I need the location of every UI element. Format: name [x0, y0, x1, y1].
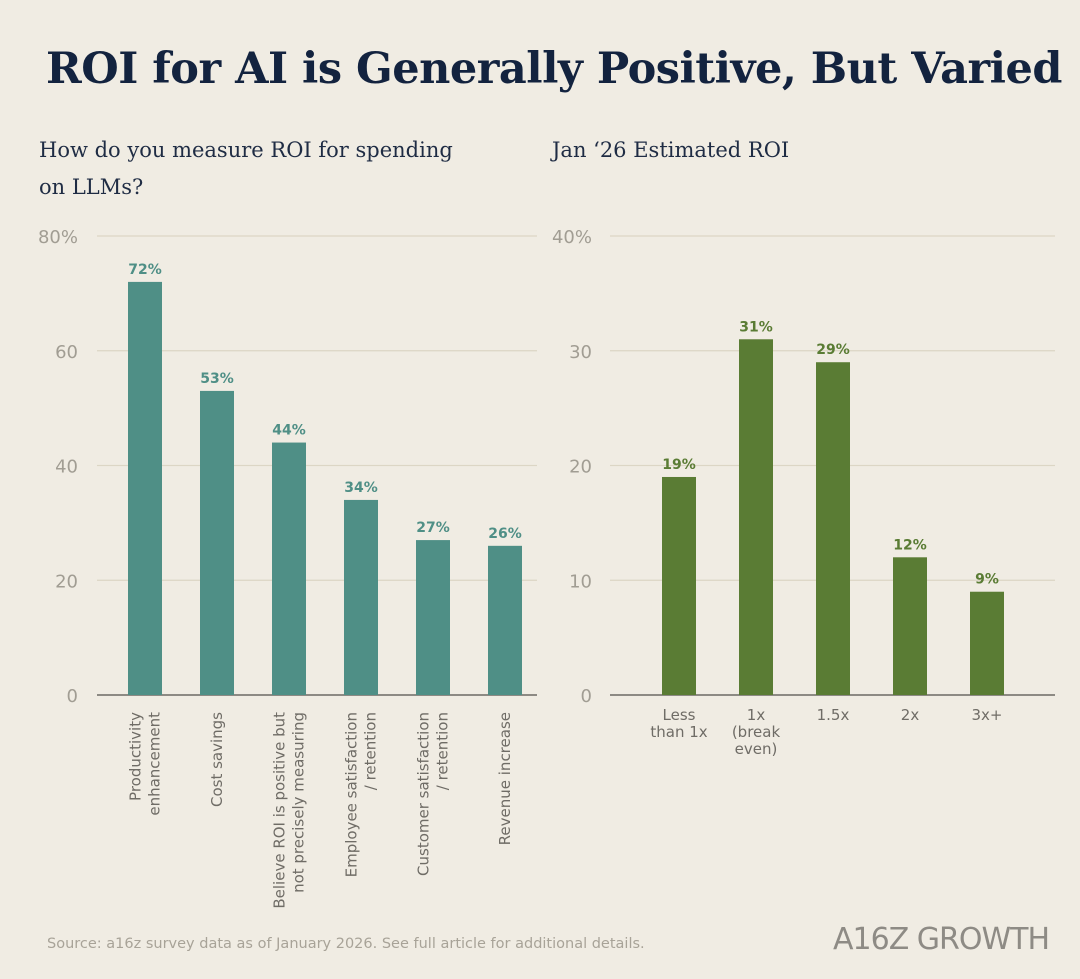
left-value-label: 53%	[200, 371, 234, 387]
left-category-label: Revenue increase	[496, 712, 514, 845]
left-chart: 0 20 40 60 80% 72% Productivityenhancement 53% C…	[38, 227, 537, 909]
right-category-label: 1x (break even)	[732, 706, 781, 758]
left-bar	[416, 540, 450, 695]
left-ytick-label: 20	[55, 571, 78, 592]
left-category-line: Productivity	[127, 712, 145, 801]
left-ytick-label: 60	[55, 342, 78, 363]
right-category-line: even)	[735, 740, 778, 758]
left-value-label: 44%	[272, 423, 306, 439]
right-category-line: 2x	[901, 706, 920, 724]
left-category-line: Believe ROI is positive but	[271, 712, 289, 909]
left-category-label: Cost savings	[208, 712, 226, 807]
right-value-label: 19%	[662, 457, 696, 473]
left-category-label: Productivityenhancement	[127, 712, 164, 816]
left-category-line: Customer satisfaction	[415, 712, 433, 876]
left-category-line: Revenue increase	[496, 712, 514, 845]
right-category-line: Less	[663, 706, 696, 724]
left-category-line: Cost savings	[208, 712, 226, 807]
left-value-label: 27%	[416, 520, 450, 536]
left-chart-title: How do you measure ROI for spending on L…	[39, 138, 453, 199]
left-value-label: 72%	[128, 262, 162, 278]
right-ytick-label: 10	[569, 571, 592, 592]
right-value-label: 29%	[816, 342, 850, 358]
right-value-label: 12%	[893, 537, 927, 553]
right-category-line: (break	[732, 723, 781, 741]
left-bar	[128, 281, 162, 695]
right-ytick-label: 30	[569, 342, 592, 363]
left-category-line: Employee satisfaction	[343, 712, 361, 877]
right-bar	[662, 476, 696, 695]
left-ytick-label: 40	[55, 457, 78, 478]
left-value-label: 34%	[344, 480, 378, 496]
left-bar	[344, 499, 378, 695]
right-bar	[970, 591, 1004, 695]
right-ytick-label: 0	[581, 686, 592, 707]
left-category-line: enhancement	[146, 712, 164, 816]
right-category-line: 1x	[747, 706, 766, 724]
left-category-line: / retention	[434, 712, 452, 790]
right-chart: 0 10 20 30 40% 19% Less than 1x 31% 1x (break even)…	[552, 227, 1055, 758]
left-category-label: Customer satisfaction/ retention	[415, 712, 452, 876]
right-category-line: than 1x	[650, 723, 707, 741]
source-note: Source: a16z survey data as of January 2…	[47, 936, 645, 952]
right-value-label: 9%	[975, 572, 999, 588]
left-category-label: Employee satisfaction/ retention	[343, 712, 380, 877]
right-bar	[739, 339, 773, 695]
left-bar	[488, 545, 522, 695]
right-category-line: 1.5x	[817, 706, 850, 724]
right-category-label: 2x	[901, 706, 920, 724]
right-category-label: Less than 1x	[650, 706, 707, 741]
right-value-label: 31%	[739, 319, 773, 335]
left-ytick-label: 0	[67, 686, 78, 707]
right-category-label: 1.5x	[817, 706, 850, 724]
left-category-line: / retention	[362, 712, 380, 790]
right-category-label: 3x+	[972, 706, 1003, 724]
left-bar	[272, 442, 306, 695]
right-category-line: 3x+	[972, 706, 1003, 724]
a16z-growth-logo: A16Z GROWTH	[833, 922, 1050, 957]
right-bar	[816, 362, 850, 695]
left-ytick-label: 80%	[38, 227, 78, 248]
left-category-label: Believe ROI is positive butnot precisely…	[271, 712, 308, 909]
right-ytick-label: 20	[569, 457, 592, 478]
left-bar	[200, 390, 234, 695]
left-value-label: 26%	[488, 526, 522, 542]
page-title: ROI for AI is Generally Positive, But Va…	[46, 44, 1062, 94]
left-category-line: not precisely measuring	[290, 712, 308, 893]
right-bar	[893, 557, 927, 695]
right-chart-title: Jan ‘26 Estimated ROI	[552, 138, 790, 162]
right-ytick-label: 40%	[552, 227, 592, 248]
